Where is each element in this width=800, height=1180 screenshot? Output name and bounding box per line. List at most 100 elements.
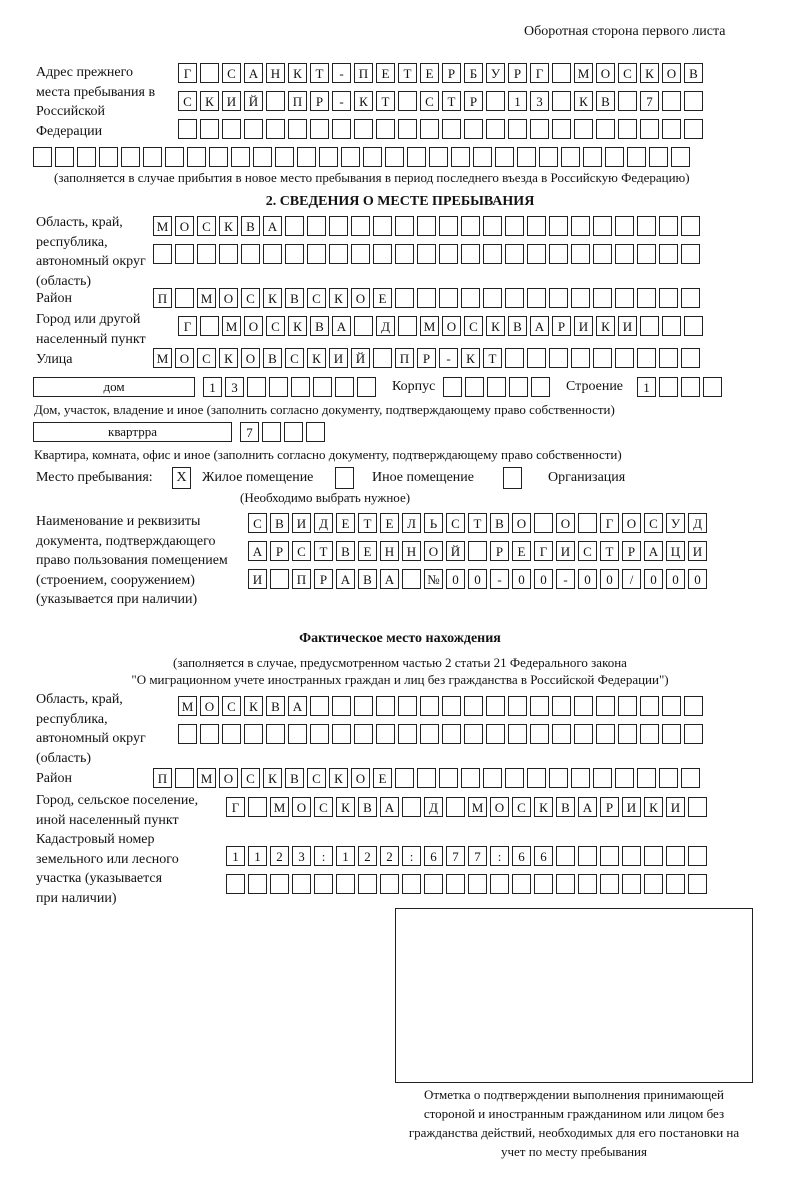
char-cell[interactable]: И bbox=[622, 797, 641, 817]
char-cell[interactable] bbox=[659, 768, 678, 788]
char-cell[interactable] bbox=[662, 696, 681, 716]
char-cell[interactable] bbox=[417, 244, 436, 264]
char-cell[interactable] bbox=[684, 91, 703, 111]
char-cell[interactable]: В bbox=[490, 513, 509, 533]
char-cell[interactable]: 7 bbox=[446, 846, 465, 866]
char-cell[interactable]: Р bbox=[552, 316, 571, 336]
char-cell[interactable]: Т bbox=[314, 541, 333, 561]
char-cell[interactable] bbox=[402, 569, 421, 589]
char-cell[interactable]: Ь bbox=[424, 513, 443, 533]
house-type-box[interactable]: дом bbox=[33, 377, 195, 397]
char-cell[interactable] bbox=[442, 119, 461, 139]
char-cell[interactable] bbox=[253, 147, 272, 167]
char-cell[interactable] bbox=[622, 846, 641, 866]
char-cell[interactable] bbox=[505, 288, 524, 308]
char-cell[interactable] bbox=[508, 724, 527, 744]
char-cell[interactable]: А bbox=[288, 696, 307, 716]
checkbox-other-premises[interactable] bbox=[335, 467, 354, 489]
char-cell[interactable]: 0 bbox=[468, 569, 487, 589]
char-cell[interactable]: В bbox=[358, 797, 377, 817]
char-cell[interactable] bbox=[615, 244, 634, 264]
char-cell[interactable] bbox=[637, 768, 656, 788]
char-cell[interactable]: О bbox=[351, 768, 370, 788]
char-cell[interactable]: Д bbox=[688, 513, 707, 533]
char-cell[interactable] bbox=[402, 874, 421, 894]
char-cell[interactable] bbox=[505, 768, 524, 788]
char-cell[interactable] bbox=[681, 288, 700, 308]
char-cell[interactable] bbox=[527, 768, 546, 788]
char-cell[interactable] bbox=[200, 63, 219, 83]
char-cell[interactable]: Д bbox=[424, 797, 443, 817]
char-cell[interactable]: Е bbox=[336, 513, 355, 533]
char-cell[interactable] bbox=[640, 696, 659, 716]
char-cell[interactable] bbox=[495, 147, 514, 167]
char-cell[interactable] bbox=[417, 216, 436, 236]
char-cell[interactable] bbox=[618, 119, 637, 139]
char-cell[interactable]: № bbox=[424, 569, 443, 589]
char-cell[interactable] bbox=[662, 724, 681, 744]
char-cell[interactable] bbox=[483, 768, 502, 788]
char-cell[interactable]: С bbox=[618, 63, 637, 83]
char-cell[interactable]: К bbox=[336, 797, 355, 817]
char-cell[interactable]: Е bbox=[373, 768, 392, 788]
char-cell[interactable]: М bbox=[153, 348, 172, 368]
char-cell[interactable]: / bbox=[622, 569, 641, 589]
char-cell[interactable] bbox=[552, 119, 571, 139]
char-cell[interactable] bbox=[578, 846, 597, 866]
char-cell[interactable]: К bbox=[263, 288, 282, 308]
char-cell[interactable] bbox=[398, 91, 417, 111]
char-cell[interactable]: Р bbox=[310, 91, 329, 111]
char-cell[interactable] bbox=[329, 216, 348, 236]
char-cell[interactable] bbox=[380, 874, 399, 894]
char-cell[interactable] bbox=[292, 874, 311, 894]
char-cell[interactable]: М bbox=[197, 768, 216, 788]
char-cell[interactable] bbox=[552, 91, 571, 111]
char-cell[interactable]: В bbox=[596, 91, 615, 111]
char-cell[interactable] bbox=[549, 348, 568, 368]
char-cell[interactable]: К bbox=[200, 91, 219, 111]
char-cell[interactable] bbox=[121, 147, 140, 167]
char-cell[interactable]: Т bbox=[310, 63, 329, 83]
char-cell[interactable] bbox=[77, 147, 96, 167]
char-cell[interactable]: 0 bbox=[688, 569, 707, 589]
char-cell[interactable] bbox=[363, 147, 382, 167]
char-cell[interactable]: М bbox=[270, 797, 289, 817]
char-cell[interactable]: М bbox=[420, 316, 439, 336]
char-cell[interactable] bbox=[306, 422, 325, 442]
char-cell[interactable] bbox=[398, 696, 417, 716]
char-cell[interactable] bbox=[464, 696, 483, 716]
char-cell[interactable] bbox=[373, 216, 392, 236]
char-cell[interactable] bbox=[376, 119, 395, 139]
char-cell[interactable]: М bbox=[178, 696, 197, 716]
char-cell[interactable]: И bbox=[574, 316, 593, 336]
char-cell[interactable]: С bbox=[314, 797, 333, 817]
char-cell[interactable]: И bbox=[292, 513, 311, 533]
char-cell[interactable] bbox=[684, 316, 703, 336]
char-cell[interactable] bbox=[385, 147, 404, 167]
char-cell[interactable] bbox=[395, 216, 414, 236]
char-cell[interactable]: К bbox=[263, 768, 282, 788]
char-cell[interactable] bbox=[285, 216, 304, 236]
char-cell[interactable] bbox=[442, 696, 461, 716]
char-cell[interactable]: Т bbox=[483, 348, 502, 368]
char-cell[interactable]: 0 bbox=[666, 569, 685, 589]
char-cell[interactable]: Т bbox=[398, 63, 417, 83]
char-cell[interactable]: С bbox=[222, 63, 241, 83]
char-cell[interactable] bbox=[596, 696, 615, 716]
char-cell[interactable] bbox=[291, 377, 310, 397]
char-cell[interactable] bbox=[446, 797, 465, 817]
char-cell[interactable] bbox=[297, 147, 316, 167]
char-cell[interactable]: С bbox=[446, 513, 465, 533]
char-cell[interactable] bbox=[270, 569, 289, 589]
char-cell[interactable]: 0 bbox=[578, 569, 597, 589]
char-cell[interactable]: - bbox=[332, 63, 351, 83]
char-cell[interactable]: Р bbox=[508, 63, 527, 83]
char-cell[interactable] bbox=[556, 846, 575, 866]
char-cell[interactable] bbox=[527, 244, 546, 264]
char-cell[interactable]: К bbox=[219, 216, 238, 236]
char-cell[interactable] bbox=[605, 147, 624, 167]
char-cell[interactable] bbox=[549, 288, 568, 308]
char-cell[interactable]: Т bbox=[358, 513, 377, 533]
